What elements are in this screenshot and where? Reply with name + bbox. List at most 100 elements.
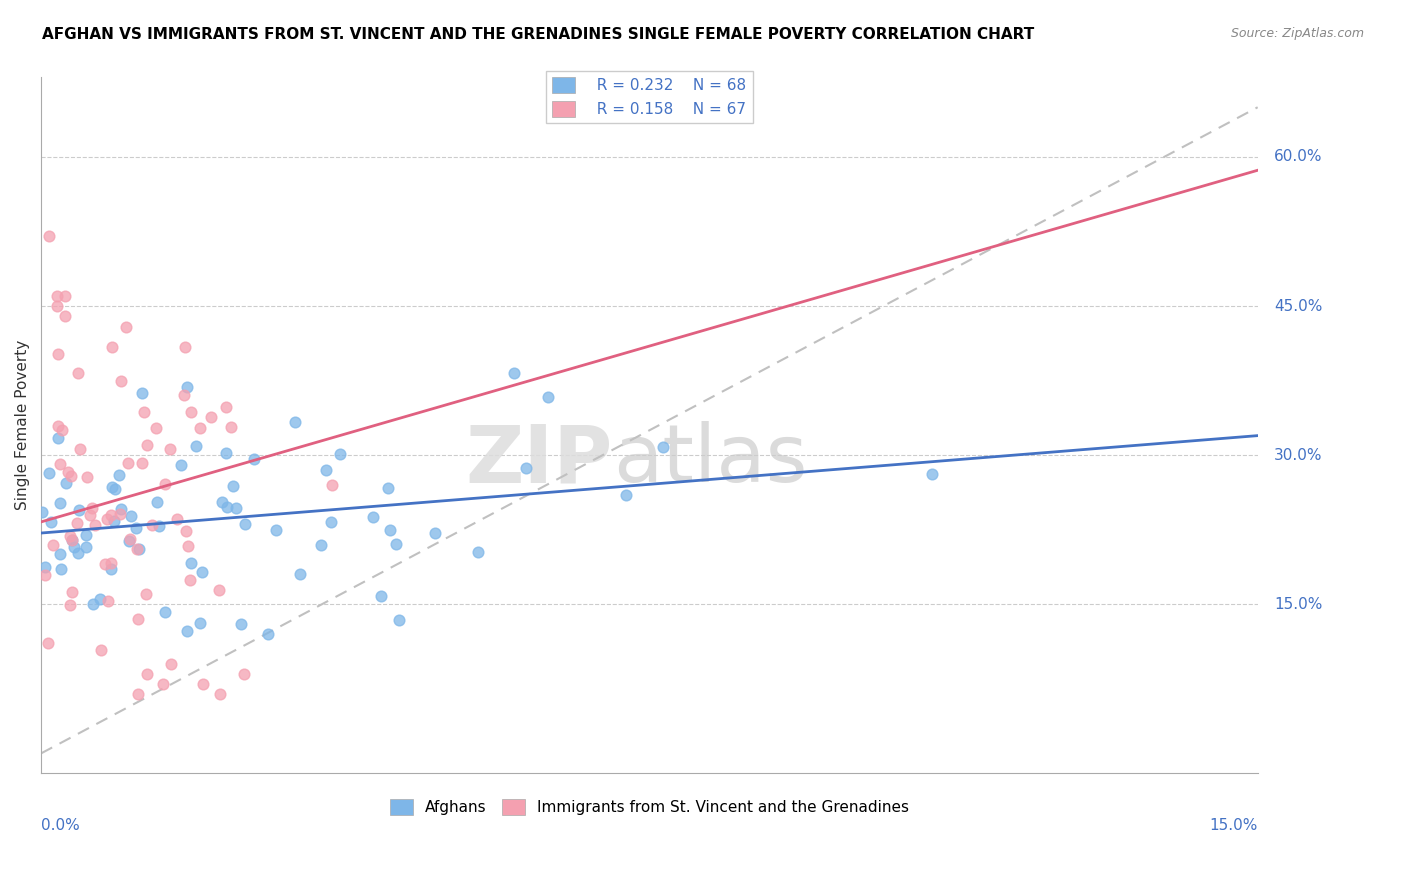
Point <box>55 289 77 303</box>
Point <box>37 636 59 650</box>
Point <box>110 502 132 516</box>
Y-axis label: Single Female Poverty: Single Female Poverty <box>15 340 30 510</box>
Point <box>179 573 201 587</box>
Text: Source: ZipAtlas.com: Source: ZipAtlas.com <box>1230 27 1364 40</box>
Point <box>46 346 69 360</box>
Point <box>82 501 104 516</box>
Text: ZIP: ZIP <box>465 421 613 500</box>
Point <box>84 517 107 532</box>
Point <box>110 508 132 522</box>
Point <box>59 529 82 543</box>
Text: 60.0%: 60.0% <box>1274 150 1323 164</box>
Point <box>67 503 90 517</box>
Point <box>153 605 176 619</box>
Text: atlas: atlas <box>613 421 807 500</box>
Legend: Afghans, Immigrants from St. Vincent and the Grenadines: Afghans, Immigrants from St. Vincent and… <box>384 793 915 822</box>
Point <box>100 556 122 570</box>
Point <box>188 616 211 631</box>
Point <box>616 488 638 502</box>
Point <box>385 537 408 551</box>
Point <box>377 481 399 495</box>
Point <box>233 517 256 532</box>
Point <box>97 594 120 608</box>
Point <box>193 677 215 691</box>
Point <box>49 561 72 575</box>
Point <box>176 380 198 394</box>
Point <box>145 421 167 435</box>
Point <box>378 523 401 537</box>
Point <box>211 495 233 509</box>
Point <box>243 451 266 466</box>
Point <box>60 585 83 599</box>
Point <box>222 479 245 493</box>
Point <box>315 463 337 477</box>
Point <box>284 415 307 429</box>
Point <box>502 366 524 380</box>
Point <box>46 289 69 303</box>
Point <box>75 540 97 554</box>
Point <box>96 512 118 526</box>
Point <box>132 405 155 419</box>
Point <box>219 420 242 434</box>
Point <box>38 466 60 480</box>
Point <box>115 320 138 334</box>
Point <box>232 666 254 681</box>
Point <box>49 496 72 510</box>
Point <box>361 510 384 524</box>
Point <box>59 469 82 483</box>
Point <box>89 591 111 606</box>
Point <box>101 480 124 494</box>
Point <box>141 517 163 532</box>
Point <box>180 557 202 571</box>
Point <box>537 391 560 405</box>
Point <box>34 560 56 574</box>
Point <box>329 447 352 461</box>
Point <box>148 519 170 533</box>
Point <box>100 562 122 576</box>
Point <box>76 470 98 484</box>
Point <box>31 505 53 519</box>
Point <box>63 540 86 554</box>
Point <box>55 309 77 323</box>
Point <box>127 687 149 701</box>
Point <box>34 568 56 582</box>
Point <box>191 565 214 579</box>
Point <box>321 478 343 492</box>
Point <box>103 514 125 528</box>
Point <box>125 521 148 535</box>
Point <box>42 538 65 552</box>
Point <box>370 589 392 603</box>
Point <box>38 229 60 244</box>
Point <box>66 546 89 560</box>
Point <box>208 687 231 701</box>
Point <box>69 442 91 457</box>
Point <box>290 567 312 582</box>
Point <box>131 456 153 470</box>
Point <box>188 421 211 435</box>
Point <box>225 501 247 516</box>
Point <box>319 516 342 530</box>
Point <box>120 508 142 523</box>
Point <box>49 457 72 471</box>
Point <box>921 467 943 481</box>
Point <box>51 423 73 437</box>
Text: 15.0%: 15.0% <box>1274 597 1322 612</box>
Point <box>173 340 195 354</box>
Point <box>388 613 411 627</box>
Point <box>214 446 236 460</box>
Point <box>101 340 124 354</box>
Point <box>425 525 447 540</box>
Point <box>215 400 238 414</box>
Text: 15.0%: 15.0% <box>1209 818 1258 833</box>
Point <box>200 410 222 425</box>
Point <box>131 386 153 401</box>
Point <box>176 624 198 639</box>
Point <box>170 458 193 473</box>
Point <box>135 666 157 681</box>
Point <box>59 598 82 612</box>
Point <box>46 419 69 434</box>
Point <box>515 461 537 475</box>
Point <box>125 541 148 556</box>
Point <box>127 612 149 626</box>
Point <box>46 299 69 313</box>
